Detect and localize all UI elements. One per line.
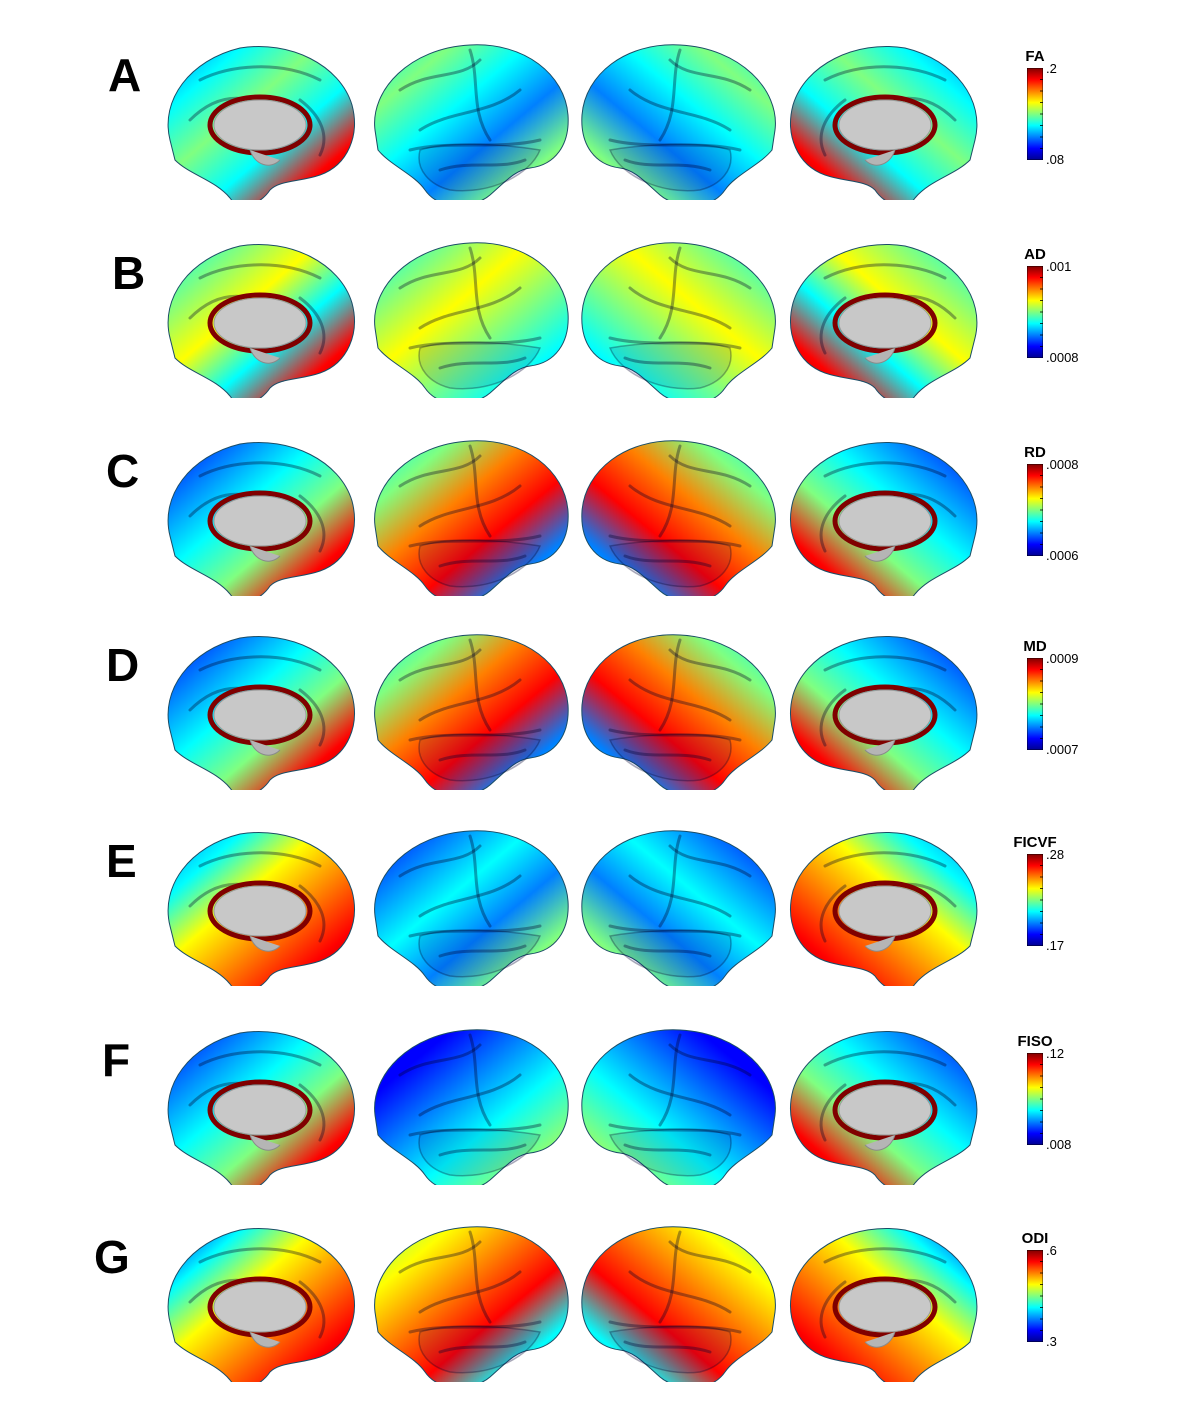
colorbar-rd [1027,464,1043,556]
brain-row-b [167,242,978,398]
colorbar-max-label: .28 [1046,847,1065,862]
panel-letter-b: B [112,247,146,299]
brain-row-d [167,634,978,790]
brain-row-e [167,830,978,986]
colorbar-max-label: .001 [1046,259,1072,274]
brain-row-g [167,1226,978,1382]
colorbar-md [1027,658,1043,750]
brain-right-lateral-b [581,242,776,398]
colorbar-title: ODI [1021,1230,1049,1247]
brain-left-lateral-g [374,1226,569,1382]
subcortical-mask [213,689,307,741]
panel-letter-g: G [94,1231,130,1283]
colorbar-odi [1027,1250,1043,1342]
brain-right-lateral-f [581,1029,776,1185]
brain-left-medial-f [167,1031,355,1185]
subcortical-mask [213,885,307,937]
brain-row-f [167,1029,978,1185]
panel-letter-f: F [102,1034,131,1086]
subcortical-mask [213,1084,307,1136]
colorbar-min-label: .0007 [1046,742,1079,757]
brain-right-lateral-g [581,1226,776,1382]
colorbar-min-label: .008 [1046,1137,1072,1152]
brain-right-lateral-e [581,830,776,986]
brain-right-lateral-c [581,440,776,596]
colorbar-min-label: .17 [1046,938,1065,953]
colorbar-title: FISO [1017,1033,1053,1050]
brain-left-medial-a [167,46,355,200]
colorbar-ficvf [1027,854,1043,946]
subcortical-mask [838,1281,932,1333]
brain-right-medial-c [790,442,978,596]
panel-letter-d: D [106,639,140,691]
colorbar-ad [1027,266,1043,358]
brain-right-lateral-d [581,634,776,790]
brain-right-medial-g [790,1228,978,1382]
colorbar-title: AD [1024,246,1046,263]
subcortical-mask [213,297,307,349]
panel-letter-c: C [106,445,140,497]
colorbar-title: RD [1024,444,1046,461]
colorbar-min-label: .0008 [1046,350,1079,365]
colorbar-max-label: .2 [1046,61,1057,76]
subcortical-mask [213,495,307,547]
colorbar-title: FICVF [1013,834,1057,851]
brain-right-medial-d [790,636,978,790]
brain-right-medial-b [790,244,978,398]
colorbar-min-label: .3 [1046,1334,1057,1349]
brain-left-lateral-a [374,44,569,200]
brain-left-medial-e [167,832,355,986]
colorbar-min-label: .0006 [1046,548,1079,563]
colorbar-fiso [1027,1053,1043,1145]
colorbar-max-label: .6 [1046,1243,1057,1258]
brain-right-medial-a [790,46,978,200]
brain-left-lateral-e [374,830,569,986]
subcortical-mask [838,689,932,741]
subcortical-mask [838,99,932,151]
brain-left-medial-c [167,442,355,596]
colorbar-title: FA [1025,48,1045,65]
brain-right-medial-e [790,832,978,986]
subcortical-mask [838,885,932,937]
colorbar-min-label: .08 [1046,152,1065,167]
panel-letter-e: E [106,835,137,887]
colorbar-max-label: .0009 [1046,651,1079,666]
colorbar-fa [1027,68,1043,160]
brain-row-c [167,440,978,596]
brain-right-medial-f [790,1031,978,1185]
subcortical-mask [838,495,932,547]
brain-left-medial-b [167,244,355,398]
brain-left-lateral-b [374,242,569,398]
panel-letter-a: A [108,49,142,101]
colorbar-max-label: .12 [1046,1046,1065,1061]
colorbar-title: MD [1023,638,1047,655]
brain-left-medial-d [167,636,355,790]
subcortical-mask [838,297,932,349]
brain-row-a [167,44,978,200]
brain-left-lateral-d [374,634,569,790]
subcortical-mask [213,99,307,151]
subcortical-mask [213,1281,307,1333]
brain-left-lateral-c [374,440,569,596]
brain-left-lateral-f [374,1029,569,1185]
colorbar-max-label: .0008 [1046,457,1079,472]
brain-left-medial-g [167,1228,355,1382]
brain-right-lateral-a [581,44,776,200]
subcortical-mask [838,1084,932,1136]
